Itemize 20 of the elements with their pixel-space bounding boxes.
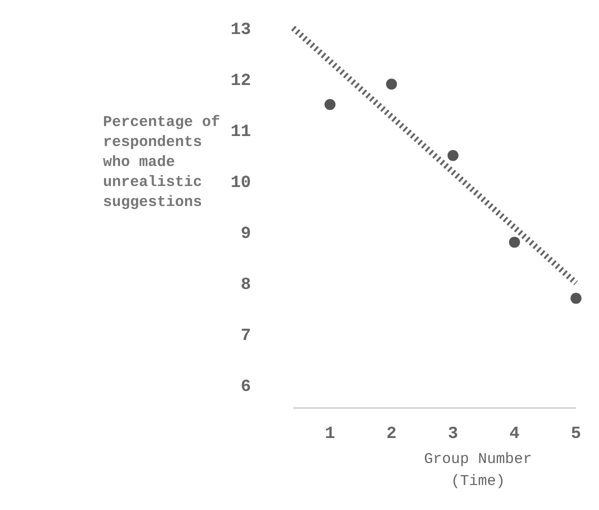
y-tick-label: 8 — [240, 276, 251, 295]
point — [509, 236, 520, 248]
y-tick-label: 12 — [230, 72, 251, 91]
x-tick-label: 1 — [324, 425, 336, 444]
point — [570, 292, 582, 304]
y-tick-label: 7 — [240, 326, 251, 346]
x-tick-label: 4 — [509, 425, 520, 444]
y-tick-label: 9 — [240, 224, 251, 244]
y-tick-label: 6 — [240, 378, 251, 397]
point — [324, 99, 336, 110]
point — [386, 78, 397, 90]
point — [448, 150, 458, 161]
y-axis-title: Percentage of respondents who made unrealistic suggestions — [103, 114, 220, 211]
x-tick-label: 3 — [448, 425, 458, 444]
x-tick-label: 5 — [570, 425, 582, 444]
y-tick-label: 11 — [230, 122, 251, 142]
x-axis-title: Group Number (Time) — [424, 451, 532, 490]
y-tick-label: 13 — [230, 20, 251, 40]
x-tick-label: 2 — [386, 425, 397, 444]
y-tick-label: 10 — [230, 174, 251, 193]
